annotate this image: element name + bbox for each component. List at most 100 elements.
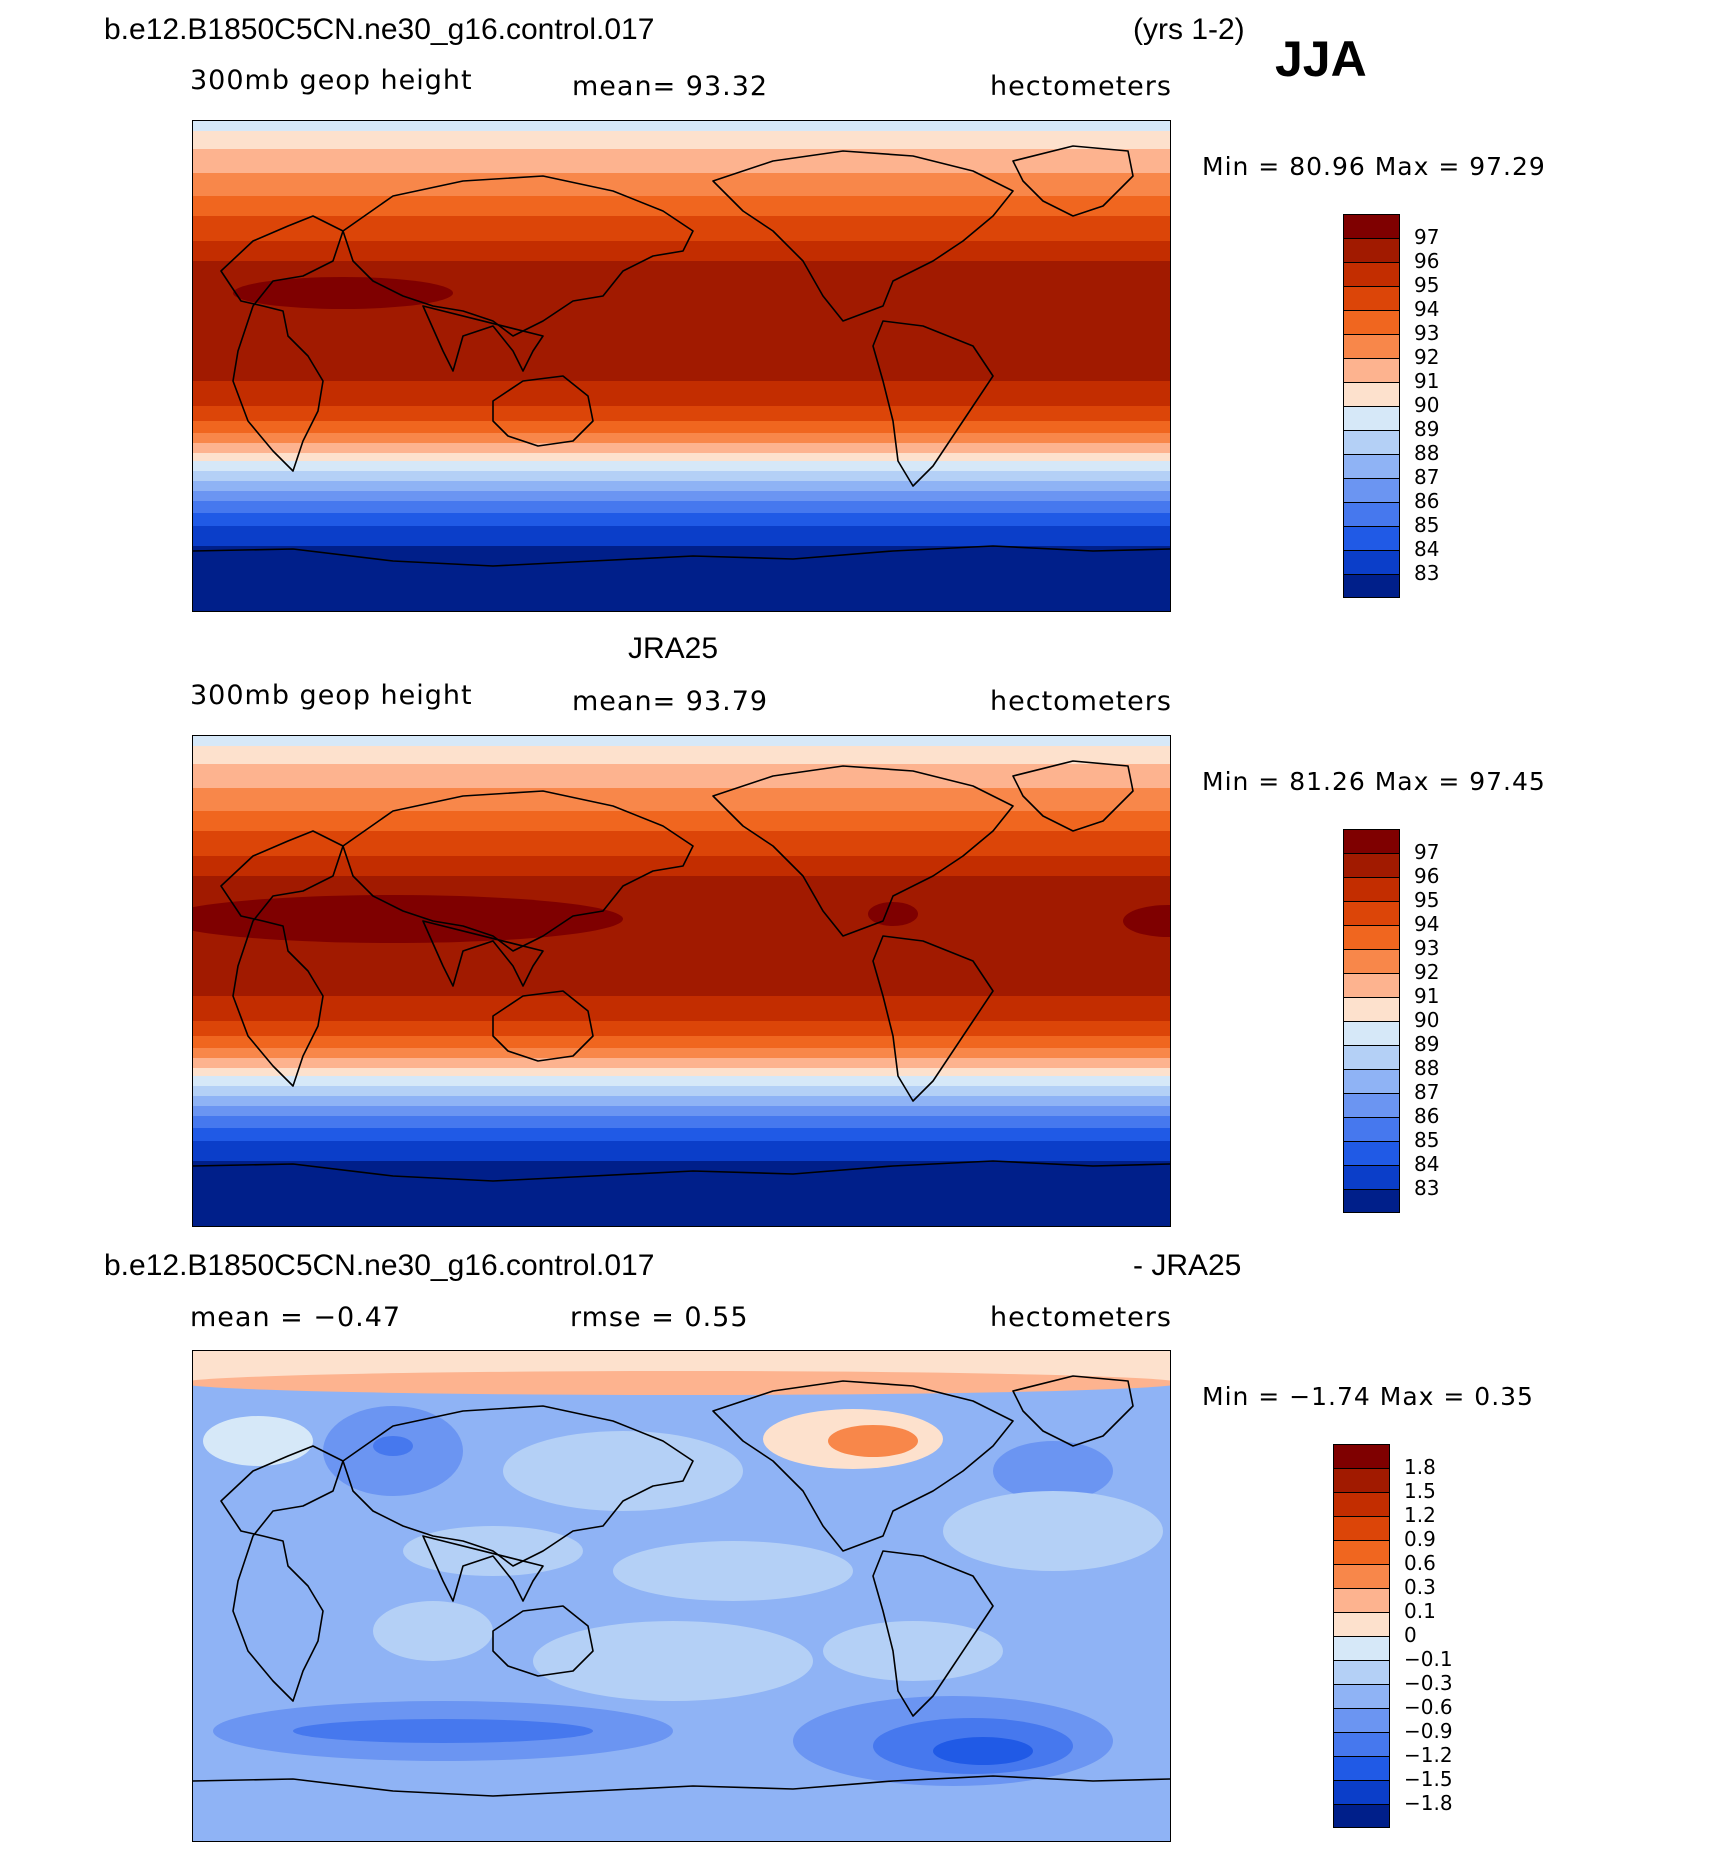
colorbar-swatch: [1343, 430, 1400, 454]
contour-band: [193, 406, 1170, 423]
colorbar-label: 89: [1414, 417, 1440, 441]
panel3-mean: mean = −0.47: [190, 1302, 402, 1333]
contour-region: [613, 1541, 853, 1601]
panel2-units: hectometers: [990, 686, 1172, 717]
contour-band: [193, 453, 1170, 463]
colorbar-swatch: [1333, 1612, 1390, 1636]
colorbar-label: 87: [1414, 465, 1440, 489]
colorbar-label: 86: [1414, 1104, 1440, 1128]
colorbar-label: 0.3: [1404, 1575, 1436, 1599]
contour-band: [193, 131, 1170, 151]
contour-region: [373, 1601, 493, 1661]
colorbar-swatch: [1343, 550, 1400, 574]
colorbar-label: 83: [1414, 1176, 1440, 1200]
contour-region: [868, 902, 918, 926]
coastline: [342, 790, 694, 952]
contour-band: [193, 501, 1170, 515]
colorbar-swatch: [1343, 1165, 1400, 1189]
coastline: [872, 935, 994, 1102]
coastline: [342, 175, 694, 337]
colorbar-swatch: [1343, 1141, 1400, 1165]
contour-band: [193, 1116, 1170, 1130]
contour-region: [993, 1441, 1113, 1501]
colorbar-swatch: [1343, 925, 1400, 949]
colorbar-swatch: [1343, 214, 1400, 238]
contour-band: [193, 746, 1170, 766]
panel2-mean: mean= 93.79: [572, 686, 769, 717]
contour-band: [193, 546, 1170, 611]
contour-band: [193, 491, 1170, 503]
colorbar-swatch: [1333, 1804, 1390, 1828]
coastline: [1012, 1375, 1134, 1447]
contour-region: [828, 1425, 918, 1457]
panel2-map: [192, 735, 1171, 1227]
contour-region: [533, 1621, 813, 1701]
colorbar-label: 91: [1414, 369, 1440, 393]
contour-band: [193, 736, 1170, 748]
colorbar-swatch: [1343, 997, 1400, 1021]
years-label: (yrs 1-2): [1133, 13, 1245, 46]
colorbar-swatch: [1343, 829, 1400, 853]
coastline: [1012, 145, 1134, 217]
contour-band: [193, 433, 1170, 445]
colorbar-label: 90: [1414, 1008, 1440, 1032]
colorbar-swatch: [1343, 334, 1400, 358]
colorbar-swatch: [1333, 1684, 1390, 1708]
colorbar-label: 0.6: [1404, 1551, 1436, 1575]
contour-band: [193, 1068, 1170, 1078]
colorbar-swatch: [1333, 1636, 1390, 1660]
colorbar-label: 88: [1414, 441, 1440, 465]
coastline: [220, 215, 344, 472]
case-title: b.e12.B1850C5CN.ne30_g16.control.017: [104, 13, 655, 46]
panel1-variable: 300mb geop height: [190, 65, 473, 96]
colorbar-swatch: [1333, 1468, 1390, 1492]
contour-region: [943, 1491, 1163, 1571]
colorbar-frame: [1343, 214, 1400, 598]
contour-region: [193, 895, 623, 943]
colorbar-label: 83: [1414, 561, 1440, 585]
colorbar-label: −0.3: [1404, 1671, 1453, 1695]
coastline: [342, 1405, 694, 1567]
colorbar-frame: [1343, 829, 1400, 1213]
contour-band: [193, 788, 1170, 813]
colorbar-label: 88: [1414, 1056, 1440, 1080]
colorbar-label: −1.2: [1404, 1743, 1453, 1767]
colorbar-swatch: [1343, 1045, 1400, 1069]
colorbar-swatch: [1343, 310, 1400, 334]
colorbar-label: 0.1: [1404, 1599, 1436, 1623]
coastline: [193, 545, 1170, 567]
colorbar-label: 84: [1414, 1152, 1440, 1176]
contour-region: [933, 1737, 1033, 1765]
contour-band: [193, 121, 1170, 133]
contour-band: [193, 1036, 1170, 1050]
colorbar-swatch: [1343, 1117, 1400, 1141]
contour-band: [193, 149, 1170, 175]
contour-region: [293, 1719, 593, 1743]
colorbar-swatch: [1343, 406, 1400, 430]
colorbar-swatch: [1333, 1540, 1390, 1564]
colorbar-swatch: [1343, 1189, 1400, 1213]
colorbar-label: 87: [1414, 1080, 1440, 1104]
contour-region: [193, 1371, 1170, 1395]
colorbar-swatch: [1343, 286, 1400, 310]
colorbar-label: 85: [1414, 513, 1440, 537]
colorbar-swatch: [1333, 1444, 1390, 1468]
contour-region: [373, 1436, 413, 1456]
contour-band: [193, 481, 1170, 493]
panel3-title-right: - JRA25: [1133, 1249, 1242, 1282]
contour-band: [193, 1058, 1170, 1070]
panel1-mean: mean= 93.32: [572, 71, 769, 102]
panel2-minmax: Min = 81.26 Max = 97.45: [1202, 767, 1546, 796]
colorbar-label: 92: [1414, 960, 1440, 984]
colorbar-swatch: [1343, 877, 1400, 901]
colorbar-swatch: [1343, 478, 1400, 502]
colorbar-swatch: [1333, 1564, 1390, 1588]
colorbar-label: 84: [1414, 537, 1440, 561]
colorbar-swatch: [1333, 1780, 1390, 1804]
colorbar-label: 1.2: [1404, 1503, 1436, 1527]
colorbar-label: 0: [1404, 1623, 1417, 1647]
colorbar-swatch: [1333, 1588, 1390, 1612]
colorbar-label: 97: [1414, 225, 1440, 249]
contour-region: [823, 1621, 1003, 1681]
coastline: [1012, 760, 1134, 832]
